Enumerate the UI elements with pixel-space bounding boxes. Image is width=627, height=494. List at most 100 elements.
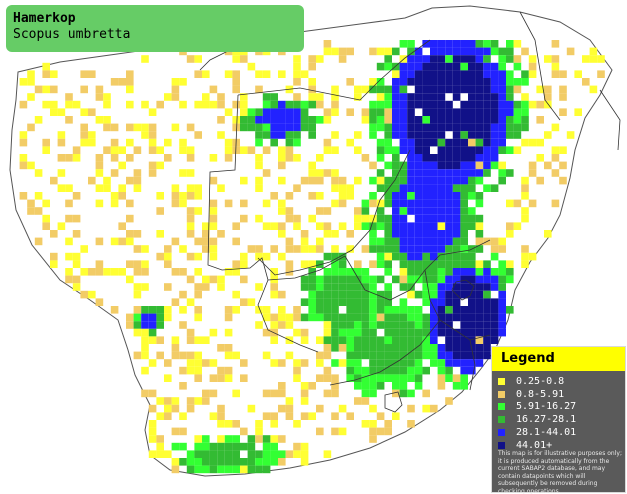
grid-cell (262, 328, 271, 337)
grid-cell (194, 252, 202, 261)
grid-cell (544, 161, 552, 170)
grid-cell (300, 260, 309, 268)
grid-cell (232, 351, 240, 360)
grid-cell (156, 321, 164, 329)
grid-cell (65, 214, 73, 223)
grid-cell (224, 108, 233, 116)
grid-cell (490, 47, 499, 56)
grid-cell (445, 108, 453, 116)
grid-cell (475, 298, 484, 306)
grid-cell (300, 389, 309, 398)
grid-cell (217, 100, 225, 109)
grid-cell (186, 458, 195, 466)
grid-cell (361, 306, 370, 314)
grid-cell (270, 458, 278, 466)
grid-cell (437, 321, 446, 329)
grid-cell (316, 237, 324, 246)
grid-cell (148, 389, 157, 398)
grid-cell (133, 169, 142, 177)
grid-cell (513, 55, 522, 63)
grid-cell (316, 116, 324, 124)
grid-cell (270, 313, 278, 322)
grid-cell (414, 336, 423, 344)
grid-cell (88, 176, 96, 185)
grid-cell (468, 260, 476, 268)
grid-cell (513, 131, 522, 139)
grid-cell (164, 154, 172, 162)
grid-cell (50, 70, 58, 78)
grid-cell (262, 222, 271, 230)
grid-cell (551, 40, 560, 48)
grid-cell (475, 336, 484, 344)
grid-cell (483, 336, 491, 344)
grid-cell (437, 47, 446, 56)
grid-cell (148, 138, 157, 147)
species-common-name: Hamerkop (13, 11, 76, 26)
grid-cell (369, 283, 377, 291)
grid-cell (293, 70, 301, 78)
grid-cell (186, 336, 195, 344)
legend-item-label: 0.8-5.91 (516, 388, 565, 400)
grid-cell (490, 252, 499, 261)
legend-swatch (498, 390, 505, 398)
grid-cell (422, 176, 430, 185)
grid-cell (202, 237, 210, 246)
grid-cell (490, 131, 499, 139)
grid-cell (407, 290, 415, 299)
grid-cell (468, 146, 476, 154)
grid-cell (171, 442, 180, 451)
grid-cell (536, 100, 544, 109)
grid-cell (376, 214, 385, 223)
grid-cell (72, 230, 81, 238)
grid-cell (103, 268, 111, 276)
grid-cell (384, 359, 392, 367)
species-scientific-name: Scopus umbretta (13, 27, 131, 42)
grid-cell (278, 290, 286, 299)
grid-cell (376, 275, 385, 284)
grid-cell (437, 169, 446, 177)
grid-cell (247, 62, 256, 71)
grid-cell (179, 78, 187, 86)
grid-cell (452, 214, 461, 223)
grid-cell (414, 260, 423, 268)
grid-cell (384, 161, 392, 170)
grid-cell (369, 328, 377, 337)
grid-cell (460, 214, 468, 223)
grid-cell (475, 245, 484, 253)
grid-cell (399, 40, 408, 48)
grid-cell (506, 47, 514, 56)
grid-cell (452, 192, 461, 200)
grid-cell (126, 138, 134, 147)
grid-cell (369, 382, 377, 390)
grid-cell (262, 70, 271, 78)
grid-cell (422, 78, 430, 86)
grid-cell (399, 389, 408, 398)
grid-cell (384, 298, 392, 306)
grid-cell (308, 260, 316, 268)
grid-cell (559, 70, 567, 78)
grid-cell (232, 123, 240, 132)
grid-cell (369, 78, 377, 86)
grid-cell (331, 184, 339, 192)
grid-cell (475, 237, 484, 246)
grid-cell (270, 192, 278, 200)
grid-cell (430, 290, 438, 299)
grid-cell (331, 100, 339, 109)
grid-cell (460, 40, 468, 48)
grid-cell (445, 146, 453, 154)
grid-cell (80, 108, 88, 116)
grid-cell (255, 85, 263, 94)
grid-cell (513, 85, 522, 94)
grid-cell (316, 207, 324, 215)
grid-cell (186, 207, 195, 215)
grid-cell (278, 321, 286, 329)
grid-cell (422, 336, 430, 344)
grid-cell (34, 85, 43, 94)
grid-cell (247, 298, 256, 306)
grid-cell (316, 55, 324, 63)
grid-cell (490, 336, 499, 344)
grid-cell (498, 169, 506, 177)
grid-cell (399, 351, 408, 360)
